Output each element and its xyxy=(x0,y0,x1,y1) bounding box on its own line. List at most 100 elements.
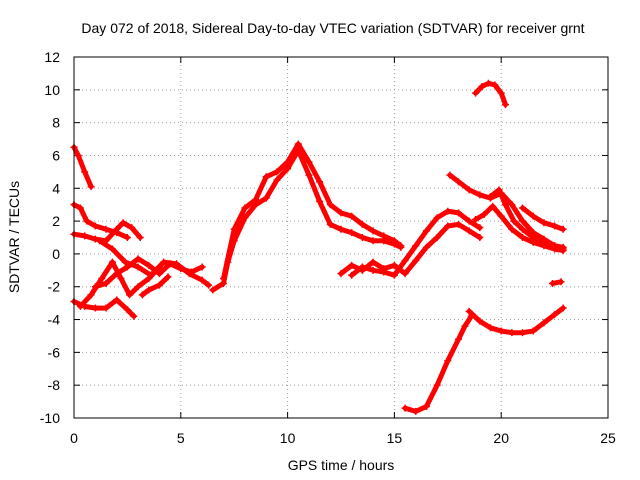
data-point-marker xyxy=(444,357,452,365)
data-point-marker xyxy=(81,232,89,240)
series-line xyxy=(139,274,171,298)
data-point-marker xyxy=(91,283,99,291)
data-point-marker xyxy=(465,186,473,194)
data-point-marker xyxy=(559,304,567,312)
data-point-marker xyxy=(380,232,388,240)
data-point-marker xyxy=(551,311,559,319)
data-point-marker xyxy=(205,281,213,289)
data-point-marker xyxy=(119,219,127,227)
y-axis-label: SDTVAR / TECUs xyxy=(6,181,22,293)
data-point-marker xyxy=(422,227,430,235)
data-point-marker xyxy=(273,168,281,176)
y-tick-label: 4 xyxy=(52,180,60,196)
data-point-marker xyxy=(134,283,142,291)
data-point-marker xyxy=(540,238,548,246)
data-point-marker xyxy=(91,235,99,243)
data-point-marker xyxy=(412,256,420,264)
data-point-marker xyxy=(102,304,110,312)
x-tick-label: 25 xyxy=(600,430,616,446)
data-point-marker xyxy=(484,79,492,87)
y-tick-label: 2 xyxy=(52,213,60,229)
series-line xyxy=(447,172,566,250)
data-point-marker xyxy=(91,304,99,312)
data-point-marker xyxy=(138,291,146,299)
data-point-marker xyxy=(497,212,505,220)
data-point-marker xyxy=(113,296,121,304)
data-point-marker xyxy=(433,214,441,222)
data-point-marker xyxy=(126,291,134,299)
data-point-marker xyxy=(476,317,484,325)
data-point-marker xyxy=(113,225,121,233)
data-point-marker xyxy=(497,327,505,335)
data-point-marker xyxy=(444,207,452,215)
data-point-marker xyxy=(173,260,181,268)
data-point-marker xyxy=(87,183,95,191)
data-point-marker xyxy=(262,173,270,181)
data-point-marker xyxy=(108,245,116,253)
data-point-marker xyxy=(519,217,527,225)
data-point-marker xyxy=(446,171,454,179)
y-tick-label: 8 xyxy=(52,115,60,131)
data-point-marker xyxy=(326,201,334,209)
series-track-20 xyxy=(548,278,565,287)
y-tick-label: 0 xyxy=(52,246,60,262)
data-point-marker xyxy=(559,245,567,253)
data-point-marker xyxy=(348,261,356,269)
data-point-marker xyxy=(401,256,409,264)
y-tick-label: -6 xyxy=(48,344,61,360)
data-point-marker xyxy=(433,381,441,389)
series-track-19 xyxy=(519,204,567,233)
data-point-marker xyxy=(390,261,398,269)
data-point-marker xyxy=(102,225,110,233)
data-point-marker xyxy=(476,224,484,232)
data-point-marker xyxy=(326,220,334,228)
data-point-marker xyxy=(487,192,495,200)
data-point-marker xyxy=(134,255,142,263)
data-point-marker xyxy=(508,329,516,337)
data-point-marker xyxy=(487,324,495,332)
data-point-marker xyxy=(422,403,430,411)
data-point-marker xyxy=(358,220,366,228)
data-point-marker xyxy=(480,211,488,219)
y-tick-label: -10 xyxy=(40,410,60,426)
data-point-marker xyxy=(454,209,462,217)
data-point-marker xyxy=(252,196,260,204)
x-tick-label: 15 xyxy=(387,430,403,446)
data-point-marker xyxy=(390,271,398,279)
data-point-marker xyxy=(519,329,527,337)
data-point-marker xyxy=(108,258,116,266)
data-point-marker xyxy=(551,242,559,250)
data-point-marker xyxy=(294,140,302,148)
data-point-marker xyxy=(284,158,292,166)
data-point-marker xyxy=(508,225,516,233)
data-point-marker xyxy=(76,204,84,212)
data-point-marker xyxy=(422,243,430,251)
data-point-marker xyxy=(81,168,89,176)
data-point-marker xyxy=(185,270,193,278)
data-point-marker xyxy=(136,234,144,241)
data-point-marker xyxy=(529,212,537,220)
data-point-marker xyxy=(454,178,462,186)
series-line xyxy=(221,141,404,281)
data-point-marker xyxy=(305,158,313,166)
data-point-marker xyxy=(501,201,509,209)
data-point-marker xyxy=(123,234,131,241)
data-point-marker xyxy=(164,273,172,281)
data-point-marker xyxy=(369,237,377,245)
data-point-marker xyxy=(102,279,110,287)
data-point-marker xyxy=(358,263,366,271)
data-point-marker xyxy=(412,242,420,250)
data-point-marker xyxy=(128,224,136,232)
data-point-marker xyxy=(495,186,503,194)
data-point-marker xyxy=(380,268,388,276)
data-point-marker xyxy=(337,225,345,233)
data-point-marker xyxy=(160,258,168,266)
series-track-17 xyxy=(472,79,509,109)
data-point-marker xyxy=(348,271,356,279)
data-point-marker xyxy=(508,201,516,209)
data-point-marker xyxy=(117,275,125,283)
data-point-marker xyxy=(113,270,121,278)
data-point-marker xyxy=(284,165,292,173)
data-point-marker xyxy=(461,322,469,330)
